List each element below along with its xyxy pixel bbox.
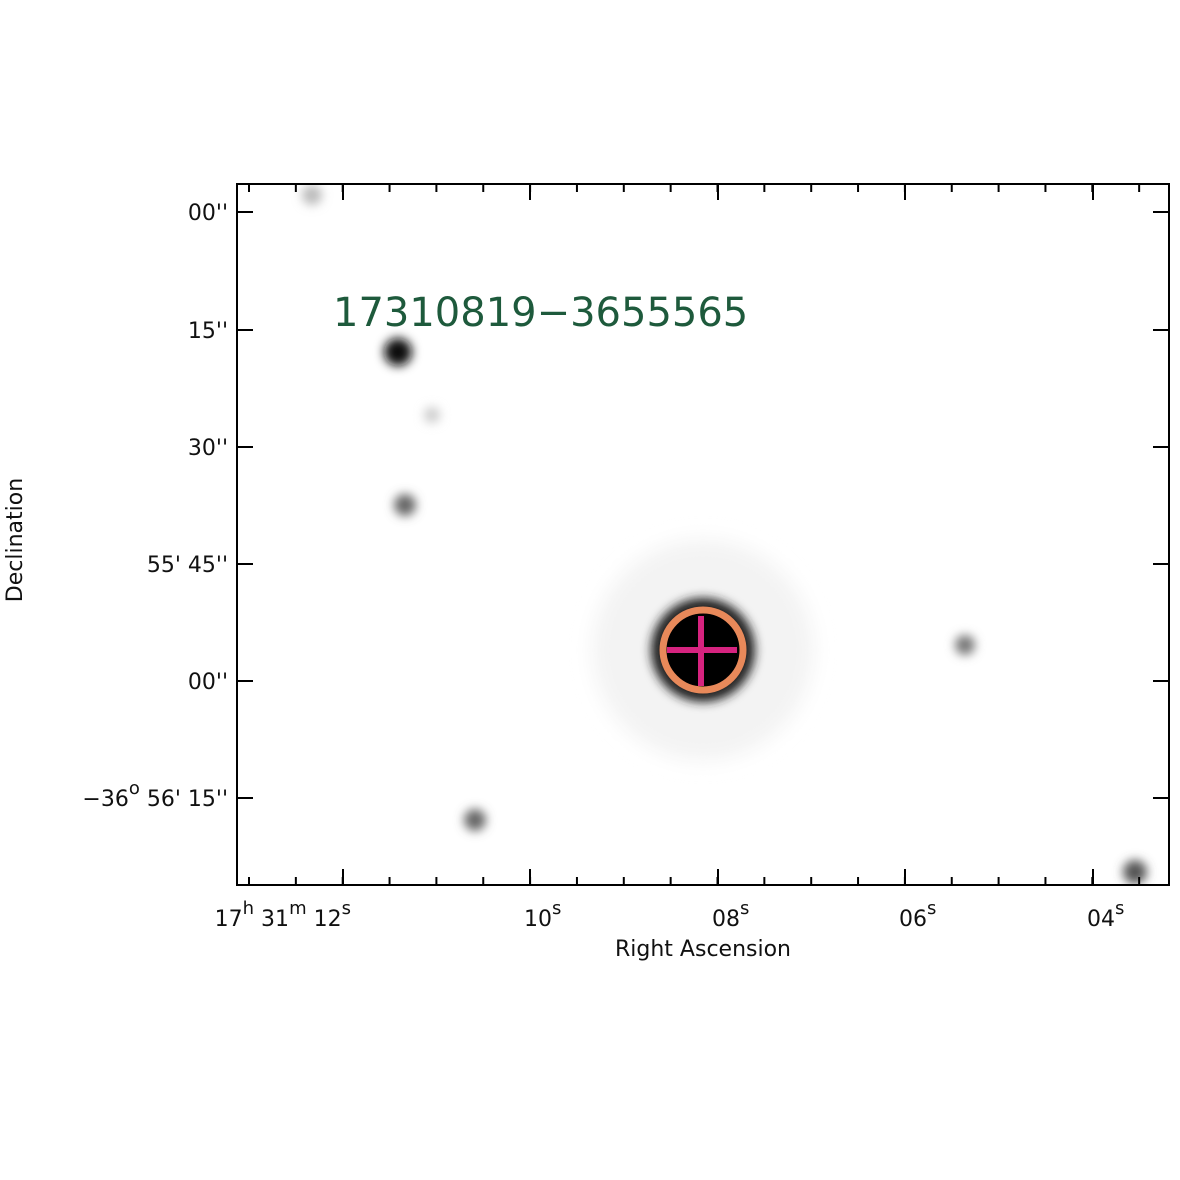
tick-text: 31 [254,907,289,932]
superscript: h [243,898,254,919]
tick-label: 30'' [188,436,228,461]
tick-label: −36o 56' 15'' [82,778,228,812]
tick-label: 06s [899,898,936,932]
superscript: s [740,898,749,919]
tick-text: 08 [712,907,740,932]
tick-label: 10s [524,898,561,932]
tick-text: 56' 15'' [140,787,228,812]
tick-text: 55' 45'' [147,553,228,578]
tick-label: 04s [1087,898,1124,932]
tick-text: 06 [899,907,927,932]
superscript: s [552,898,561,919]
plot-frame [236,183,1170,886]
tick-label: 00'' [188,670,228,695]
tick-text: 17 [215,907,243,932]
superscript: s [927,898,936,919]
tick-label: 00'' [188,201,228,226]
source-circle [659,606,747,694]
x-axis-label: Right Ascension [615,937,791,962]
tick-text: 12 [307,907,342,932]
tick-text: 10 [524,907,552,932]
y-axis-label: Declination [3,478,28,602]
superscript: s [1115,898,1124,919]
tick-text: 00'' [188,201,228,226]
tick-text: 04 [1087,907,1115,932]
tick-label: 55' 45'' [147,553,228,578]
tick-text: 15'' [188,319,228,344]
tick-text: 00'' [188,670,228,695]
tick-text: 30'' [188,436,228,461]
tick-label: 08s [712,898,749,932]
tick-label: 15'' [188,319,228,344]
source-label: 17310819−3655565 [333,290,748,336]
superscript: m [289,898,307,919]
superscript: o [129,778,140,799]
tick-text: −36 [82,787,128,812]
superscript: s [342,898,351,919]
tick-label: 17h 31m 12s [215,898,351,932]
